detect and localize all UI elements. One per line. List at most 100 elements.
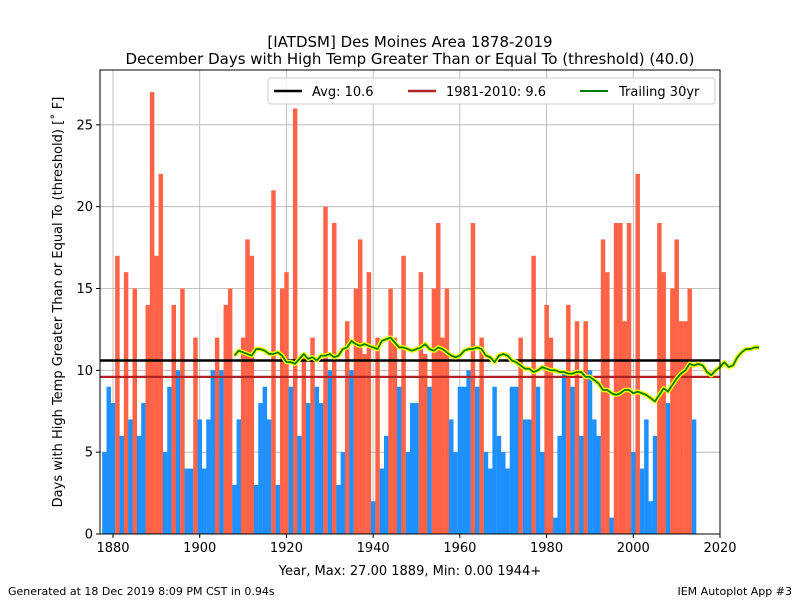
bar-2010 xyxy=(674,239,679,534)
bar-1933 xyxy=(340,452,346,534)
bar-1914 xyxy=(258,403,263,534)
bar-1946 xyxy=(396,386,402,534)
bar-1963 xyxy=(470,223,476,535)
bar-1901 xyxy=(201,468,207,534)
bar-1969 xyxy=(496,435,502,534)
reference-lines xyxy=(100,359,720,378)
bar-1892 xyxy=(162,452,168,534)
bar-1878 xyxy=(102,452,107,534)
bar-1924 xyxy=(301,353,307,534)
bar-2013 xyxy=(687,288,692,534)
bar-1930 xyxy=(327,370,333,534)
chart-title-line2: December Days with High Temp Greater Tha… xyxy=(126,50,695,68)
bar-1936 xyxy=(353,288,359,534)
bar-1908 xyxy=(232,484,237,534)
footer-generated-text: Generated at 18 Dec 2019 8:09 PM CST in … xyxy=(8,585,275,598)
bar-1881 xyxy=(115,255,120,534)
bar-1947 xyxy=(401,255,406,534)
bar-1926 xyxy=(310,337,315,534)
y-tick-label: 20 xyxy=(76,200,93,215)
bar-1952 xyxy=(423,353,428,534)
x-tick-label: 2000 xyxy=(617,541,650,556)
bar-1980 xyxy=(544,304,549,534)
bar-1995 xyxy=(609,517,614,534)
bar-1957 xyxy=(444,288,450,534)
bar-1972 xyxy=(509,386,515,534)
bar-1945 xyxy=(392,337,398,534)
legend-trailing-label: Trailing 30yr xyxy=(618,85,700,100)
bar-2008 xyxy=(665,403,671,534)
bar-1898 xyxy=(188,468,194,534)
bar-1988 xyxy=(579,435,584,534)
x-tick-label: 1900 xyxy=(183,541,216,556)
bar-1891 xyxy=(158,173,164,535)
bar-1931 xyxy=(331,223,337,535)
bar-1905 xyxy=(219,370,224,534)
y-axis-label: Days with High Temp Greater Than or Equa… xyxy=(50,97,66,508)
bar-1932 xyxy=(336,484,341,534)
bar-1959 xyxy=(453,452,458,534)
bar-1913 xyxy=(253,484,259,534)
bar-1968 xyxy=(492,386,497,534)
bar-1950 xyxy=(414,403,419,534)
bar-1974 xyxy=(518,337,523,534)
bar-1997 xyxy=(618,223,623,535)
bar-1976 xyxy=(527,419,532,534)
bar-1962 xyxy=(466,370,471,534)
bar-1949 xyxy=(410,403,415,534)
bar-1999 xyxy=(626,223,632,535)
bar-1951 xyxy=(418,272,424,534)
bar-1906 xyxy=(223,304,229,534)
bar-1919 xyxy=(279,288,285,534)
bar-1985 xyxy=(566,304,571,534)
bar-2014 xyxy=(691,419,697,534)
bar-1990 xyxy=(587,370,593,534)
x-tick-label: 1940 xyxy=(357,541,390,556)
x-tick-label: 1960 xyxy=(443,541,476,556)
bar-1927 xyxy=(314,386,320,534)
x-tick-label: 1880 xyxy=(96,541,129,556)
bar-1916 xyxy=(266,419,272,534)
bar-1897 xyxy=(184,468,190,534)
bar-1967 xyxy=(488,468,493,534)
bar-1994 xyxy=(605,272,610,534)
bar-1921 xyxy=(288,386,294,534)
bar-1948 xyxy=(405,452,411,534)
x-tick-label: 2020 xyxy=(703,541,736,556)
bar-1943 xyxy=(383,435,389,534)
legend-climo-label: 1981-2010: 9.6 xyxy=(446,85,546,100)
x-tick-label: 1920 xyxy=(270,541,303,556)
trailing-line-group xyxy=(232,335,760,404)
bar-1970 xyxy=(501,452,506,534)
bar-1884 xyxy=(128,419,133,534)
bar-2012 xyxy=(683,321,688,534)
bar-1895 xyxy=(175,370,181,534)
bar-2003 xyxy=(644,419,649,534)
bar-1904 xyxy=(214,337,220,534)
bar-1917 xyxy=(271,190,276,534)
bar-1981 xyxy=(548,337,554,534)
bar-2011 xyxy=(678,321,684,534)
bar-1888 xyxy=(145,304,151,534)
chart-title-line1: [IATDSM] Des Moines Area 1878-2019 xyxy=(267,33,552,51)
bar-1900 xyxy=(197,419,203,534)
bar-1956 xyxy=(440,337,445,534)
bar-1942 xyxy=(379,468,385,534)
bar-1941 xyxy=(375,337,380,534)
bar-2000 xyxy=(631,452,636,534)
bar-1971 xyxy=(505,468,510,534)
bar-1998 xyxy=(622,321,627,534)
y-tick-label: 0 xyxy=(85,528,93,543)
y-axis-ticks: 0 5 10 15 20 25 xyxy=(76,118,100,543)
grid-lines xyxy=(100,70,721,535)
bar-1939 xyxy=(366,272,372,534)
bar-2001 xyxy=(635,173,640,535)
bar-1960 xyxy=(457,386,463,534)
bar-2004 xyxy=(648,501,653,534)
x-axis-label: Year, Max: 27.00 1889, Min: 0.00 1944+ xyxy=(278,564,542,579)
bar-2009 xyxy=(670,288,675,534)
bar-1882 xyxy=(119,435,124,534)
bar-1984 xyxy=(561,370,567,534)
bar-1940 xyxy=(370,501,376,534)
bar-1973 xyxy=(514,386,519,534)
